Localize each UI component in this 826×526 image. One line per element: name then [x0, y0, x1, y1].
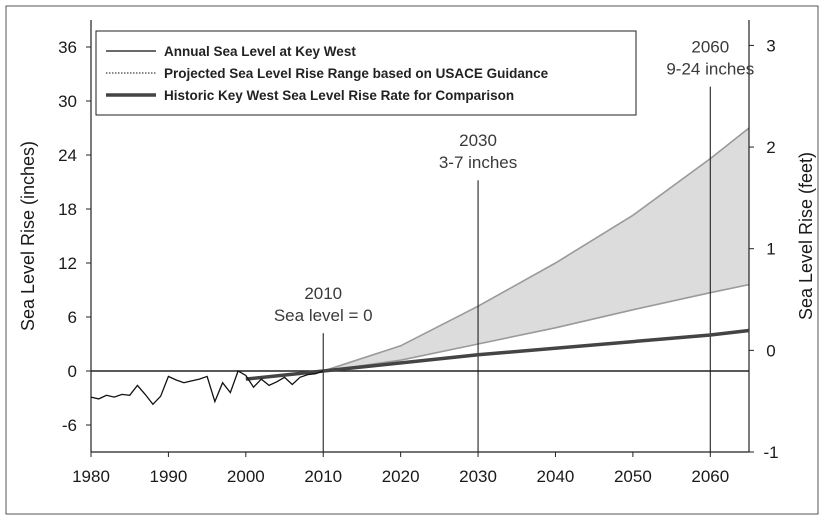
x-tick-label: 2010: [304, 467, 342, 486]
x-tick-label: 2060: [691, 467, 729, 486]
projection-band-fill: [323, 128, 749, 371]
annotation-label: 2010: [304, 284, 342, 303]
legend-box: [95, 30, 637, 116]
annotation-label: 3-7 inches: [439, 153, 517, 172]
annotation-label: Sea level = 0: [274, 306, 373, 325]
right-y-tick-label: -1: [763, 443, 778, 462]
x-tick-label: 2050: [614, 467, 652, 486]
annual-sea-level-line: [90, 370, 324, 406]
right-y-axis-title: Sea Level Rise (feet): [796, 152, 816, 320]
outer-frame: [5, 5, 819, 515]
left-y-tick-label: 12: [58, 254, 77, 273]
left-y-tick-label: 30: [58, 92, 77, 111]
left-y-tick-label: 0: [68, 362, 77, 381]
legend-entry-label: Historic Key West Sea Level Rise Rate fo…: [164, 88, 514, 103]
x-tick-label: 2030: [459, 467, 497, 486]
annotation-label: 2060: [691, 38, 729, 57]
x-tick-label: 2040: [537, 467, 575, 486]
x-tick-label: 2020: [382, 467, 420, 486]
right-y-tick-label: 3: [766, 36, 775, 55]
x-tick-label: 1980: [72, 467, 110, 486]
left-y-axis-title: Sea Level Rise (inches): [18, 141, 38, 331]
left-y-tick-label: 6: [68, 308, 77, 327]
annotation-label: 9-24 inches: [666, 60, 754, 79]
left-y-tick-label: 24: [58, 146, 77, 165]
right-y-tick-label: 0: [766, 341, 775, 360]
left-y-tick-label: -6: [62, 416, 77, 435]
x-tick-label: 2000: [227, 467, 265, 486]
legend-entry-label: Projected Sea Level Rise Range based on …: [164, 66, 549, 81]
historic-trend-line: [245, 328, 750, 381]
legend-entry-label: Annual Sea Level at Key West: [164, 44, 356, 59]
annotation-label: 2030: [459, 131, 497, 150]
left-y-tick-label: 18: [58, 200, 77, 219]
right-y-tick-label: 1: [766, 240, 775, 259]
left-y-tick-label: 36: [58, 38, 77, 57]
right-y-tick-label: 2: [766, 138, 775, 157]
x-tick-label: 1990: [149, 467, 187, 486]
